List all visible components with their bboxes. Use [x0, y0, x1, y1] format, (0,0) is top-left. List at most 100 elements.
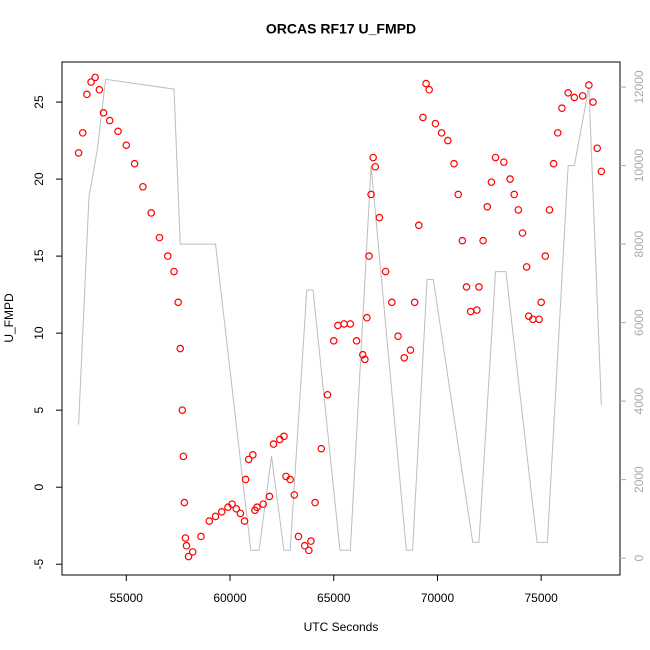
point	[361, 355, 369, 364]
point	[450, 159, 458, 168]
point	[305, 546, 313, 555]
y2-tick-label: 0	[632, 554, 646, 561]
y2-tick-label: 2000	[632, 466, 646, 493]
point	[174, 298, 182, 307]
y-tick-label: 15	[32, 249, 46, 263]
point	[437, 129, 446, 137]
point	[419, 113, 427, 122]
point	[91, 73, 99, 82]
point	[236, 509, 245, 518]
point	[589, 98, 597, 106]
point	[541, 252, 550, 260]
y-tick-label: 5	[32, 407, 46, 414]
point	[549, 159, 558, 168]
point	[99, 109, 108, 117]
point	[454, 190, 463, 199]
point	[147, 209, 155, 217]
point	[155, 233, 164, 242]
point	[394, 332, 402, 341]
point	[483, 203, 492, 211]
plot-box	[61, 61, 621, 576]
point	[311, 498, 319, 507]
point	[241, 475, 250, 484]
point	[458, 236, 467, 245]
point	[205, 517, 214, 525]
point	[188, 548, 197, 556]
point	[286, 475, 294, 484]
point	[500, 158, 508, 166]
point	[518, 229, 527, 237]
point	[369, 153, 377, 162]
point	[406, 346, 415, 354]
point	[240, 517, 249, 525]
y2-tick-label: 6000	[632, 309, 646, 336]
point	[178, 406, 187, 414]
point	[105, 116, 114, 125]
point	[475, 283, 483, 291]
y2-tick-label: 10000	[632, 149, 646, 183]
point	[307, 537, 315, 545]
point	[280, 432, 288, 441]
chart-title: ORCAS RF17 U_FMPD	[266, 21, 416, 37]
point	[78, 129, 87, 137]
point	[388, 298, 396, 307]
point	[422, 79, 430, 88]
y2-tick-label: 4000	[632, 387, 646, 414]
point	[410, 298, 419, 307]
point	[176, 344, 185, 353]
point	[375, 213, 384, 222]
point	[259, 500, 268, 508]
point	[535, 315, 543, 324]
point	[184, 552, 193, 561]
point	[232, 504, 241, 513]
point	[83, 90, 91, 99]
point	[130, 159, 139, 168]
y-axis-label: U_FMPD	[2, 293, 16, 343]
point	[197, 532, 205, 541]
point	[182, 541, 191, 550]
point	[522, 263, 531, 271]
point	[425, 85, 433, 94]
point	[358, 350, 367, 359]
point	[564, 89, 572, 97]
point	[211, 512, 220, 521]
point	[473, 306, 481, 314]
y-tick-label: 10	[32, 326, 46, 340]
point	[170, 267, 178, 276]
point	[381, 267, 390, 276]
y-tick-label: -5	[32, 559, 46, 570]
x-tick-label: 60000	[213, 591, 247, 605]
point	[181, 534, 190, 542]
point	[74, 149, 83, 157]
point	[578, 92, 587, 100]
point	[317, 444, 326, 453]
point	[228, 500, 236, 508]
point	[431, 119, 440, 128]
point	[244, 455, 253, 464]
point	[265, 492, 274, 501]
point	[269, 440, 278, 448]
y-tick-label: 20	[32, 172, 46, 186]
point	[363, 313, 371, 322]
x-tick-label: 70000	[421, 591, 455, 605]
point	[122, 141, 131, 149]
point	[87, 78, 95, 86]
point	[179, 452, 188, 461]
y2-tick-label: 8000	[632, 230, 646, 257]
point	[537, 298, 545, 307]
point	[95, 85, 104, 94]
point	[558, 104, 566, 113]
point	[249, 451, 257, 459]
point	[294, 532, 303, 541]
point	[290, 491, 299, 499]
point	[367, 190, 375, 199]
y2-tick-label: 12000	[632, 70, 646, 104]
point	[329, 337, 338, 345]
point	[400, 353, 409, 362]
point	[444, 136, 452, 145]
point	[217, 508, 226, 516]
point	[346, 320, 355, 328]
point	[414, 221, 423, 230]
x-tick-label: 55000	[110, 591, 144, 605]
